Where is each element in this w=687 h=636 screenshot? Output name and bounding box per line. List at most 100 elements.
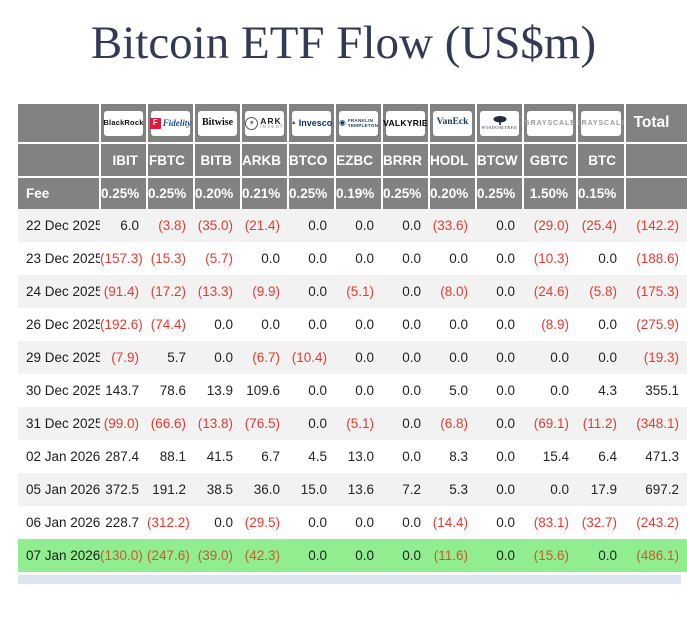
- table-row: 06 Jan 2026 228.7 (312.2) 0.0 (29.5) 0.0 0.0 0.…: [18, 506, 687, 539]
- value-cell: (66.6): [150, 416, 186, 431]
- table-row: 07 Jan 2026 (130.0) (247.6) (39.0) (42.3) 0.0…: [18, 539, 687, 572]
- total-header: Total: [625, 104, 687, 144]
- value-cell: 0.0: [214, 317, 233, 332]
- table-row: 24 Dec 2025 (91.4) (17.2) (13.3) (9.9) 0.0 (5.…: [18, 275, 687, 308]
- ticker-BRRR: BRRR: [382, 143, 430, 178]
- value-cell: (157.3): [100, 251, 143, 266]
- value-cell: 88.1: [159, 449, 186, 464]
- ticker-GBTC: GBTC: [523, 143, 578, 178]
- value-cell: 0.0: [598, 350, 617, 365]
- value-cell: (5.8): [589, 284, 617, 299]
- fidelity-logo: F Fidelity: [149, 110, 191, 136]
- value-cell: (69.1): [533, 416, 569, 431]
- value-cell: 0.0: [402, 416, 421, 431]
- ticker-IBIT: IBIT: [100, 143, 148, 178]
- date-cell: 02 Jan 2026: [26, 449, 100, 464]
- fee-BRRR: 0.25%: [382, 177, 430, 209]
- value-cell: 0.0: [402, 284, 421, 299]
- table-row: 29 Dec 2025 (7.9) 5.7 0.0 (6.7) (10.4) 0.0 0.0 0…: [18, 341, 687, 374]
- value-cell: 13.6: [347, 482, 374, 497]
- value-cell: 38.5: [206, 482, 233, 497]
- ticker-BTCO: BTCO: [288, 143, 336, 178]
- value-cell: 0.0: [261, 317, 280, 332]
- value-cell: 0.0: [308, 383, 327, 398]
- value-cell: (5.7): [205, 251, 233, 266]
- grayscale-logo: GRAYSCALE: [577, 110, 623, 136]
- fee-row: Fee 0.25% 0.25% 0.20% 0.21% 0.25% 0.19% 0.25% 0.…: [18, 177, 687, 209]
- value-cell: (74.4): [150, 317, 186, 332]
- value-cell: 4.3: [598, 383, 617, 398]
- fee-total-blank: [625, 177, 687, 209]
- value-cell: 0.0: [214, 515, 233, 530]
- logo-row: BlackRock F Fidelity Bitwise ✶ ARK INVEST ▲ Inve…: [18, 104, 687, 144]
- value-cell: 13.9: [206, 383, 233, 398]
- value-cell: 0.0: [598, 548, 617, 563]
- value-cell: (188.6): [636, 251, 679, 266]
- value-cell: 0.0: [402, 383, 421, 398]
- blackrock-logo: BlackRock: [103, 110, 143, 136]
- ticker-ARKB: ARKB: [241, 143, 289, 178]
- table-body: 22 Dec 2025 6.0 (3.8) (35.0) (21.4) 0.0 0.0 0.0…: [18, 209, 687, 572]
- ark-logo: ✶ ARK INVEST: [245, 110, 284, 136]
- logo-cell: VanEck: [429, 104, 477, 144]
- value-cell: (142.2): [636, 218, 679, 233]
- ticker-FBTC: FBTC: [147, 143, 195, 178]
- value-cell: 0.0: [355, 350, 374, 365]
- value-cell: (10.4): [291, 350, 327, 365]
- ticker-total-blank: [625, 143, 687, 178]
- date-cell: 31 Dec 2025: [26, 416, 100, 431]
- value-cell: 0.0: [355, 383, 374, 398]
- value-cell: 0.0: [355, 548, 374, 563]
- table-row: 30 Dec 2025 143.7 78.6 13.9 109.6 0.0 0.0 0.0 5.…: [18, 374, 687, 407]
- value-cell: 0.0: [496, 548, 515, 563]
- fee-FBTC: 0.25%: [147, 177, 195, 209]
- value-cell: 0.0: [550, 383, 569, 398]
- logo-cell: ✶ ARK INVEST: [241, 104, 289, 144]
- value-cell: 0.0: [496, 251, 515, 266]
- date-cell: 30 Dec 2025: [26, 383, 100, 398]
- logo-cell: F Fidelity: [147, 104, 195, 144]
- fee-BTCO: 0.25%: [288, 177, 336, 209]
- date-cell: 07 Jan 2026: [26, 548, 100, 563]
- fee-BITB: 0.20%: [194, 177, 242, 209]
- fee-IBIT: 0.25%: [100, 177, 148, 209]
- value-cell: (39.0): [197, 548, 233, 563]
- value-cell: 287.4: [105, 449, 139, 464]
- logo-cell: ▲ Invesco: [288, 104, 336, 144]
- value-cell: 0.0: [308, 317, 327, 332]
- date-cell: 24 Dec 2025: [26, 284, 100, 299]
- value-cell: 17.9: [590, 482, 617, 497]
- value-cell: (15.6): [533, 548, 569, 563]
- value-cell: (175.3): [636, 284, 679, 299]
- value-cell: 0.0: [402, 251, 421, 266]
- value-cell: (35.0): [197, 218, 233, 233]
- value-cell: 6.0: [120, 218, 139, 233]
- bitwise-logo: Bitwise: [198, 110, 237, 136]
- value-cell: 6.7: [261, 449, 280, 464]
- value-cell: 8.3: [449, 449, 468, 464]
- value-cell: (15.3): [150, 251, 186, 266]
- value-cell: (6.8): [440, 416, 468, 431]
- wisdomtree-logo: WISDOMTREE: [480, 110, 519, 136]
- page-title: Bitcoin ETF Flow (US$m): [90, 17, 597, 69]
- value-cell: 0.0: [402, 449, 421, 464]
- ticker-row: IBIT FBTC BITB ARKB BTCO EZBC BRRR HODL BTCW GBTC…: [18, 143, 687, 178]
- ticker-EZBC: EZBC: [335, 143, 383, 178]
- value-cell: 0.0: [449, 317, 468, 332]
- value-cell: (5.1): [346, 284, 374, 299]
- logo-cell: BlackRock: [100, 104, 148, 144]
- logo-cell: ◉ FRANKLIN TEMPLETON: [335, 104, 383, 144]
- value-cell: 0.0: [308, 284, 327, 299]
- value-cell: 7.2: [402, 482, 421, 497]
- value-cell: 355.1: [645, 383, 679, 398]
- table-row: 02 Jan 2026 287.4 88.1 41.5 6.7 4.5 13.0 0.0 8.3…: [18, 440, 687, 473]
- table-row: 05 Jan 2026 372.5 191.2 38.5 36.0 15.0 13.6 7.2…: [18, 473, 687, 506]
- vaneck-logo: VanEck: [433, 110, 472, 136]
- logo-cell: WISDOMTREE: [476, 104, 524, 144]
- value-cell: 0.0: [598, 317, 617, 332]
- value-cell: (11.2): [582, 416, 617, 431]
- value-cell: 372.5: [105, 482, 139, 497]
- value-cell: (33.6): [432, 218, 468, 233]
- value-cell: (21.4): [244, 218, 280, 233]
- value-cell: (8.9): [541, 317, 569, 332]
